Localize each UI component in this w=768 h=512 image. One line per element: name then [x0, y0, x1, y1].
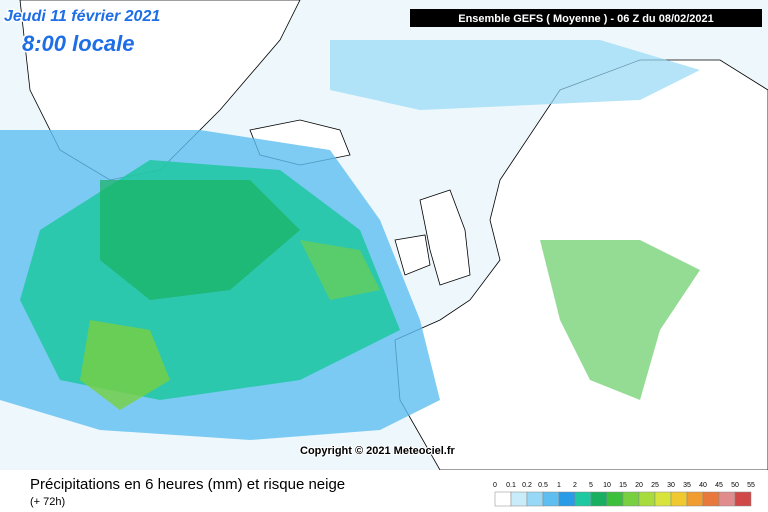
precipitation [0, 40, 700, 440]
time-label: 8:00 locale [22, 31, 135, 56]
legend-label: 0.2 [522, 482, 532, 489]
legend-swatch [606, 491, 624, 507]
legend-label: 1 [557, 482, 561, 489]
footer-lead: (+ 72h) [30, 496, 65, 508]
legend-swatch [670, 491, 688, 507]
legend-swatch [654, 491, 672, 507]
date-label: Jeudi 11 février 2021 [4, 8, 160, 25]
legend-swatch [622, 491, 640, 507]
legend-swatch [734, 491, 752, 507]
legend-swatch [558, 491, 576, 507]
legend-swatch [686, 491, 704, 507]
footer-title: Précipitations en 6 heures (mm) et risqu… [30, 476, 345, 493]
legend-label: 0 [493, 482, 497, 489]
legend-label: 50 [731, 482, 739, 489]
legend: 0 0.1 0.2 0.5 1 2 5 10 15 20 25 30 35 40 45 50 55 [493, 482, 755, 507]
legend-swatch [510, 491, 528, 507]
run-box [410, 9, 762, 27]
legend-label: 10 [603, 482, 611, 489]
legend-swatch [574, 491, 592, 507]
legend-label: 40 [699, 482, 707, 489]
legend-swatch [638, 491, 656, 507]
legend-label: 30 [667, 482, 675, 489]
legend-label: 15 [619, 482, 627, 489]
legend-swatch [718, 491, 736, 507]
legend-swatch [702, 491, 720, 507]
legend-swatch [494, 491, 512, 507]
legend-label: 2 [573, 482, 577, 489]
legend-label: 45 [715, 482, 723, 489]
legend-label: 55 [747, 482, 755, 489]
legend-label: 20 [635, 482, 643, 489]
legend-label: 0.1 [506, 482, 516, 489]
copyright: Copyright © 2021 Meteociel.fr [300, 445, 456, 457]
legend-swatch [526, 491, 544, 507]
legend-label: 25 [651, 482, 659, 489]
legend-swatch [590, 491, 608, 507]
legend-label: 5 [589, 482, 593, 489]
legend-swatch [542, 491, 560, 507]
legend-label: 35 [683, 482, 691, 489]
run-label: Ensemble GEFS ( Moyenne ) - 06 Z du 08/0… [458, 13, 714, 25]
legend-label: 0.5 [538, 482, 548, 489]
